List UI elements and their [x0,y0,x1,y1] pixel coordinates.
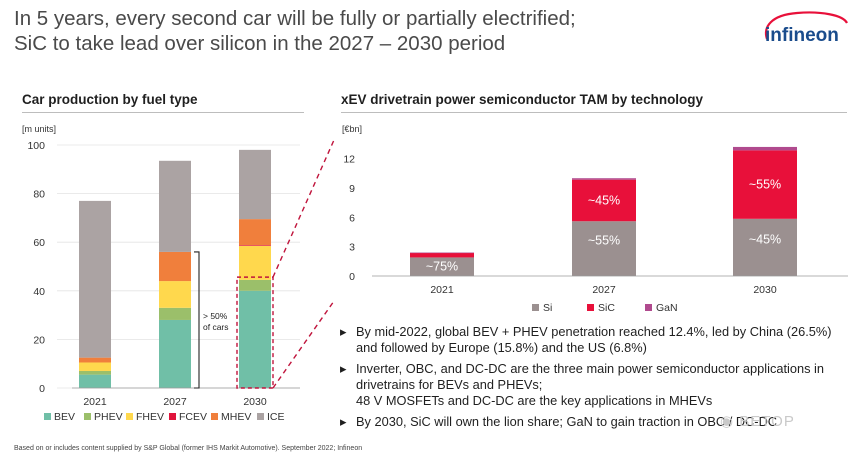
right-y-tick-label: 3 [349,242,355,254]
left-legend-swatch-ice [257,413,264,420]
left-bar-segment-phev [79,370,111,375]
right-legend-label: SiC [598,302,615,314]
left-highlight-box [236,276,274,389]
infineon-logo: infineon [764,11,848,46]
left-legend-swatch-bev [44,413,51,420]
right-data-label: ~45% [749,232,781,246]
left-bar-segment-mhev [239,219,271,246]
connector-line-top [272,139,335,278]
left-x-tick-label: 2021 [83,396,107,408]
left-legend-label: MHEV [221,411,251,423]
left-legend-label: BEV [54,411,75,423]
left-bar-segment-bev [239,290,271,388]
right-data-label: ~55% [749,178,781,192]
connector-line-bottom [272,300,335,389]
right-legend-swatch-si [532,304,539,311]
right-y-unit: [€bn] [342,124,362,134]
bullet-text: Inverter, OBC, and DC-DC are the three m… [356,361,825,392]
left-x-tick-label: 2030 [243,396,267,408]
left-y-tick-label: 60 [33,237,45,249]
bullet-item: By mid-2022, global BEV + PHEV penetrati… [340,324,850,356]
left-bar-segment-fhev [159,281,191,308]
watermark: ◉ BETOP [720,413,795,430]
left-title-divider [22,112,304,113]
slide-title-line2: SiC to take lead over silicon in the 202… [14,32,506,55]
right-y-tick-label: 0 [349,271,355,283]
left-y-tick-label: 0 [39,383,45,395]
left-legend-label: PHEV [94,411,123,423]
left-bar-segment-bev [159,319,191,388]
right-bar-segment-sic [572,179,636,222]
left-bar-segment-phev [239,279,271,291]
left-bar-segment-bev [79,374,111,388]
right-bar-segment-si [572,221,636,276]
right-bar-segment-gan [733,146,797,151]
right-chart-title: xEV drivetrain power semiconductor TAM b… [341,92,704,107]
left-bracket [194,251,200,389]
left-annotation-line1: > 50% [203,311,228,321]
slide-title-line1: In 5 years, every second car will be ful… [14,7,576,30]
bullet-item: By 2030, SiC will own the lion share; Ga… [340,414,850,430]
left-bar-segment-ice [239,149,271,220]
footnote: Based on or includes content supplied by… [14,445,363,452]
left-bar-segment-fhev [239,245,271,280]
bullet-subtext: 48 V MOSFETs and DC-DC are the key appli… [356,393,713,408]
right-bar-segment-sic [733,150,797,219]
bullet-text: By mid-2022, global BEV + PHEV penetrati… [356,324,832,355]
right-data-label: ~55% [588,234,620,248]
right-bar-segment-gan [572,178,636,180]
left-annotation-line2: of cars [203,322,229,332]
left-bar-segment-mhev [79,357,111,363]
left-legend-swatch-fhev [126,413,133,420]
right-data-label: ~75% [426,260,458,274]
right-data-label: ~45% [588,193,620,207]
left-y-unit: [m units] [22,124,56,134]
left-y-tick-label: 100 [27,140,45,152]
left-legend-label: FHEV [136,411,164,423]
right-title-divider [341,112,847,113]
right-legend-swatch-sic [587,304,594,311]
right-legend-swatch-gan [645,304,652,311]
right-legend-label: GaN [656,302,678,314]
left-bar-segment-fcev [239,245,271,246]
bullet-list: By mid-2022, global BEV + PHEV penetrati… [340,324,850,435]
bullet-item: Inverter, OBC, and DC-DC are the three m… [340,361,850,409]
left-x-tick-label: 2027 [163,396,187,408]
left-legend-swatch-fcev [169,413,176,420]
left-y-tick-label: 40 [33,286,45,298]
left-legend-swatch-phev [84,413,91,420]
left-y-tick-label: 20 [33,334,45,346]
right-x-tick-label: 2030 [753,284,777,296]
left-bar-segment-ice [159,160,191,252]
right-y-tick-label: 6 [349,212,355,224]
right-bar-segment-si [410,257,474,276]
right-x-tick-label: 2021 [430,284,454,296]
left-bar-segment-ice [79,200,111,358]
right-bar-segment-sic [410,253,474,258]
right-y-tick-label: 12 [343,154,355,166]
bullet-text: By 2030, SiC will own the lion share; Ga… [356,414,778,429]
left-legend-label: ICE [267,411,285,423]
left-chart-title: Car production by fuel type [22,92,198,107]
left-legend-swatch-mhev [211,413,218,420]
right-y-tick-label: 9 [349,183,355,195]
left-bar-segment-mhev [159,251,191,282]
left-bar-segment-phev [159,307,191,320]
left-y-tick-label: 80 [33,189,45,201]
right-legend-label: Si [543,302,552,314]
left-bar-segment-fhev [79,362,111,371]
slide-title: In 5 years, every second car will be ful… [14,6,576,56]
right-bar-segment-si [733,218,797,276]
right-x-tick-label: 2027 [592,284,616,296]
right-bar-segment-gan [410,252,474,254]
left-legend-label: FCEV [179,411,207,423]
logo-text: infineon [765,25,839,46]
